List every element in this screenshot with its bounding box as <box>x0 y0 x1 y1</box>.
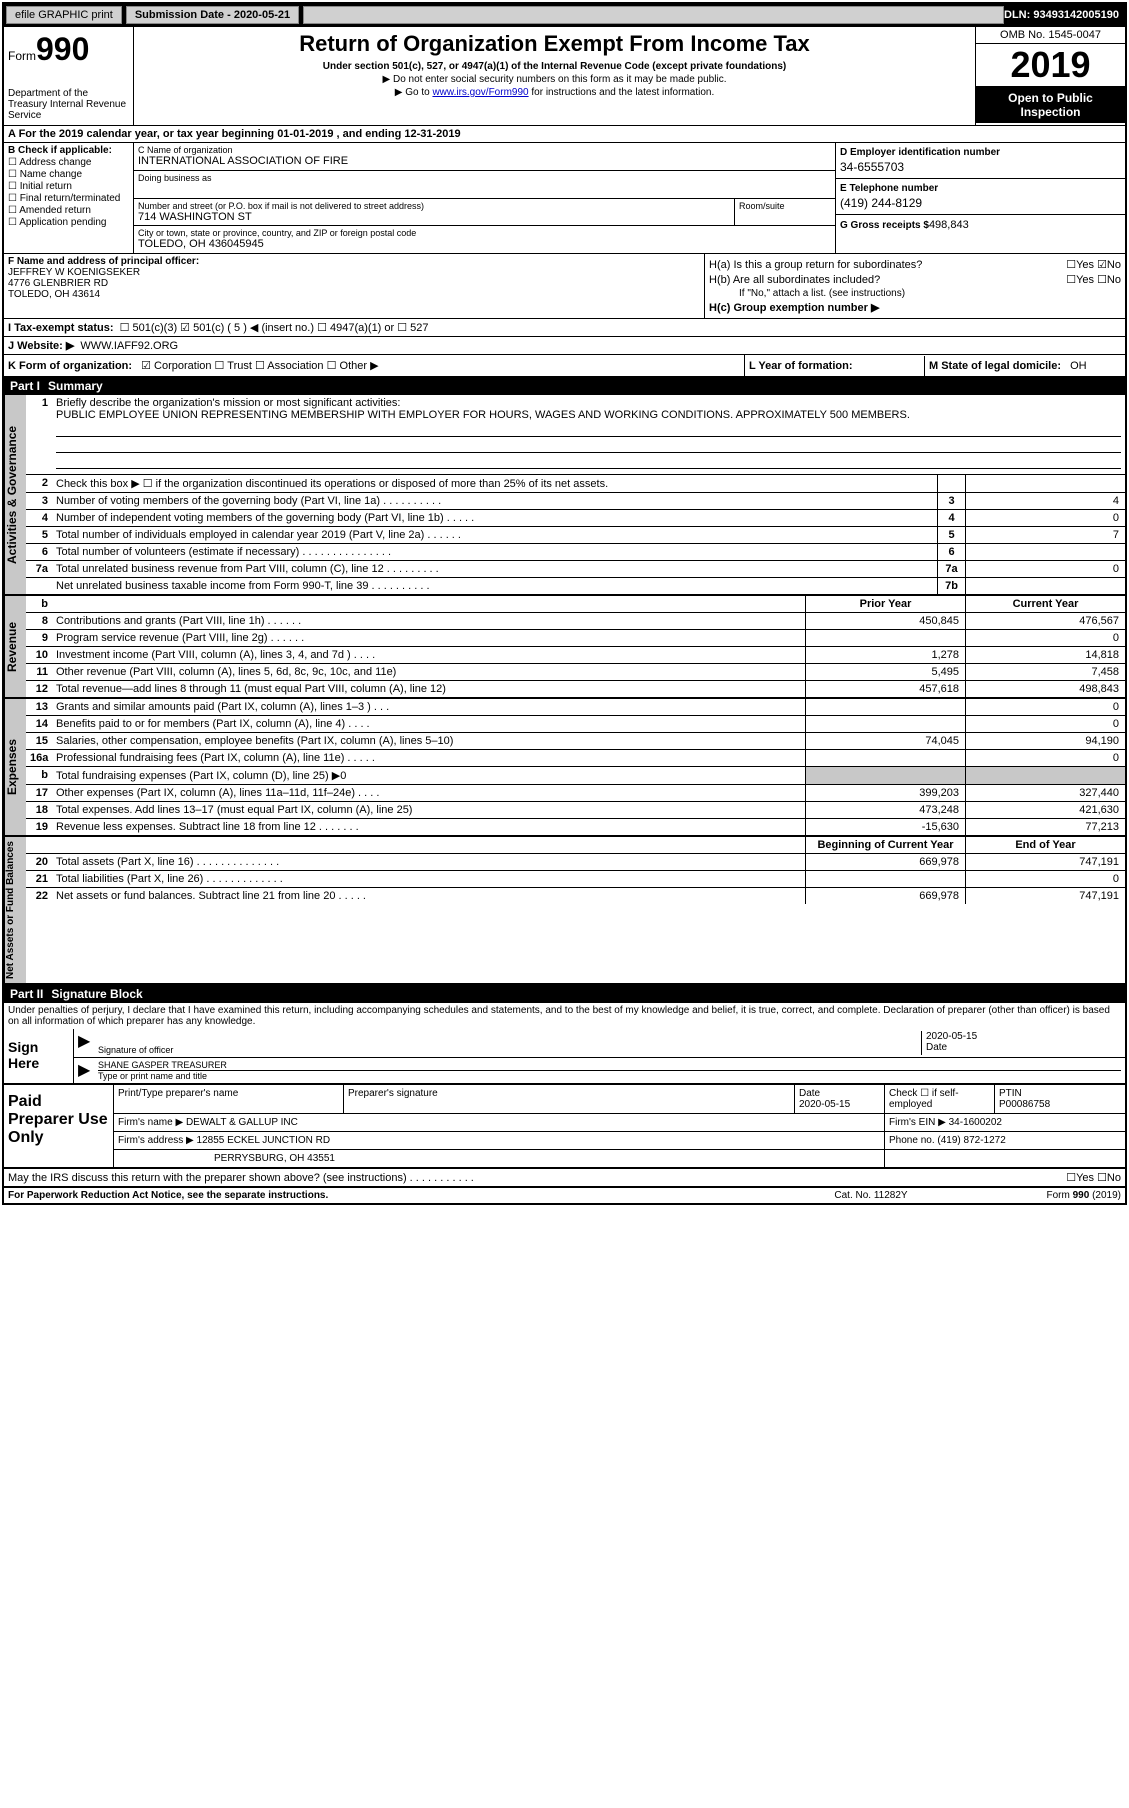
summary-governance: Activities & Governance 1 Briefly descri… <box>4 395 1125 596</box>
officer-name-title: SHANE GASPER TREASURER <box>98 1060 1121 1071</box>
form-title: Return of Organization Exempt From Incom… <box>138 31 971 57</box>
org-address: 714 WASHINGTON ST <box>138 211 730 223</box>
side-governance: Activities & Governance <box>4 395 26 594</box>
col-de: D Employer identification number 34-6555… <box>835 143 1125 253</box>
declaration: Under penalties of perjury, I declare th… <box>4 1003 1125 1029</box>
rev-row: 12Total revenue—add lines 8 through 11 (… <box>26 681 1125 697</box>
gov-row: 5Total number of individuals employed in… <box>26 527 1125 544</box>
department: Department of the Treasury Internal Reve… <box>8 88 129 121</box>
irs-link[interactable]: www.irs.gov/Form990 <box>432 87 528 98</box>
tax-year: 2019 <box>976 44 1125 87</box>
paid-label: Paid Preparer Use Only <box>4 1085 114 1167</box>
form-number: Form990 <box>8 31 129 68</box>
ein: 34-6555703 <box>840 160 1121 174</box>
arrow-icon: ▶ <box>78 1031 98 1055</box>
part2-header: Part II Signature Block <box>4 985 1125 1003</box>
exp-row: 18Total expenses. Add lines 13–17 (must … <box>26 802 1125 819</box>
col-f: F Name and address of principal officer:… <box>4 254 705 318</box>
col-c: C Name of organization INTERNATIONAL ASS… <box>134 143 835 253</box>
officer-name: JEFFREY W KOENIGSEKER <box>8 267 700 278</box>
form-of-org[interactable]: ☑ Corporation ☐ Trust ☐ Association ☐ Ot… <box>141 360 378 372</box>
exp-row: 16aProfessional fundraising fees (Part I… <box>26 750 1125 767</box>
topbar: efile GRAPHIC print Submission Date - 20… <box>4 4 1125 27</box>
row-i: I Tax-exempt status: ☐ 501(c)(3) ☑ 501(c… <box>4 319 1125 337</box>
row-j: J Website: ▶ WWW.IAFF92.ORG <box>4 337 1125 355</box>
exp-row: 17Other expenses (Part IX, column (A), l… <box>26 785 1125 802</box>
summary-netassets: Net Assets or Fund Balances Beginning of… <box>4 837 1125 985</box>
phone: (419) 244-8129 <box>840 196 1121 210</box>
section-b-to-g: B Check if applicable: ☐ Address change … <box>4 143 1125 254</box>
ptin: P00086758 <box>999 1099 1050 1110</box>
sig-date: 2020-05-15 <box>926 1031 1117 1042</box>
gov-row: Net unrelated business taxable income fr… <box>26 578 1125 594</box>
period: A For the 2019 calendar year, or tax yea… <box>4 126 1125 143</box>
gross-receipts: 498,843 <box>929 219 969 231</box>
gov-row: 2Check this box ▶ ☐ if the organization … <box>26 475 1125 493</box>
side-netassets: Net Assets or Fund Balances <box>4 837 26 983</box>
firm-address: 12855 ECKEL JUNCTION RD <box>197 1135 331 1146</box>
footer: For Paperwork Reduction Act Notice, see … <box>4 1188 1125 1203</box>
hb-answer[interactable]: ☐Yes ☐No <box>1066 273 1121 286</box>
efile-print-button[interactable]: efile GRAPHIC print <box>6 6 122 24</box>
part1-header: Part I Summary <box>4 377 1125 395</box>
exp-row: 14Benefits paid to or for members (Part … <box>26 716 1125 733</box>
tax-exempt-status[interactable]: ☐ 501(c)(3) ☑ 501(c) ( 5 ) ◀ (insert no.… <box>120 321 429 334</box>
discuss-answer[interactable]: ☐Yes ☐No <box>1066 1171 1121 1184</box>
rev-header-row: b Prior Year Current Year <box>26 596 1125 613</box>
rev-row: 11Other revenue (Part VIII, column (A), … <box>26 664 1125 681</box>
gov-row: 4Number of independent voting members of… <box>26 510 1125 527</box>
submission-date: Submission Date - 2020-05-21 <box>126 6 299 24</box>
prep-date: 2020-05-15 <box>799 1099 850 1110</box>
ssn-notice: ▶ Do not enter social security numbers o… <box>138 74 971 85</box>
firm-ein: 34-1600202 <box>949 1117 1002 1128</box>
dln: DLN: 93493142005190 <box>1004 9 1123 21</box>
summary-expenses: Expenses 13Grants and similar amounts pa… <box>4 699 1125 837</box>
form-page: efile GRAPHIC print Submission Date - 20… <box>2 2 1127 1205</box>
sign-here-label: Sign Here <box>4 1029 74 1083</box>
signature-block: Under penalties of perjury, I declare th… <box>4 1003 1125 1085</box>
exp-row: 13Grants and similar amounts paid (Part … <box>26 699 1125 716</box>
firm-name: DEWALT & GALLUP INC <box>186 1117 298 1128</box>
form-header: Form990 Department of the Treasury Inter… <box>4 27 1125 126</box>
gov-row: 6Total number of volunteers (estimate if… <box>26 544 1125 561</box>
arrow-icon: ▶ <box>78 1060 98 1081</box>
org-city: TOLEDO, OH 436045945 <box>138 238 831 250</box>
ha-answer[interactable]: ☐Yes ☑No <box>1066 258 1121 271</box>
gov-row: 7aTotal unrelated business revenue from … <box>26 561 1125 578</box>
domicile: OH <box>1070 360 1087 372</box>
side-revenue: Revenue <box>4 596 26 697</box>
row-klm: K Form of organization: ☑ Corporation ☐ … <box>4 355 1125 377</box>
net-header-row: Beginning of Current Year End of Year <box>26 837 1125 854</box>
net-row: 21Total liabilities (Part X, line 26) . … <box>26 871 1125 888</box>
mission-text: PUBLIC EMPLOYEE UNION REPRESENTING MEMBE… <box>56 409 910 421</box>
discuss-row: May the IRS discuss this return with the… <box>4 1169 1125 1188</box>
exp-row: 19Revenue less expenses. Subtract line 1… <box>26 819 1125 835</box>
form-subtitle: Under section 501(c), 527, or 4947(a)(1)… <box>138 61 971 72</box>
rev-row: 9Program service revenue (Part VIII, lin… <box>26 630 1125 647</box>
gov-row: 3Number of voting members of the governi… <box>26 493 1125 510</box>
net-row: 22Net assets or fund balances. Subtract … <box>26 888 1125 904</box>
exp-row: bTotal fundraising expenses (Part IX, co… <box>26 767 1125 785</box>
col-b: B Check if applicable: ☐ Address change … <box>4 143 134 253</box>
section-f-h: F Name and address of principal officer:… <box>4 254 1125 319</box>
org-name: INTERNATIONAL ASSOCIATION OF FIRE <box>138 155 831 167</box>
summary-revenue: Revenue b Prior Year Current Year 8Contr… <box>4 596 1125 699</box>
website: WWW.IAFF92.ORG <box>80 340 178 352</box>
col-h: H(a) Is this a group return for subordin… <box>705 254 1125 318</box>
net-row: 20Total assets (Part X, line 16) . . . .… <box>26 854 1125 871</box>
paid-preparer-block: Paid Preparer Use Only Print/Type prepar… <box>4 1085 1125 1169</box>
omb-number: OMB No. 1545-0047 <box>976 27 1125 44</box>
rev-row: 10Investment income (Part VIII, column (… <box>26 647 1125 664</box>
public-inspection: Open to Public Inspection <box>976 87 1125 123</box>
side-expenses: Expenses <box>4 699 26 835</box>
goto-line: ▶ Go to www.irs.gov/Form990 for instruct… <box>138 87 971 98</box>
exp-row: 15Salaries, other compensation, employee… <box>26 733 1125 750</box>
firm-phone: (419) 872-1272 <box>937 1135 1005 1146</box>
rev-row: 8Contributions and grants (Part VIII, li… <box>26 613 1125 630</box>
